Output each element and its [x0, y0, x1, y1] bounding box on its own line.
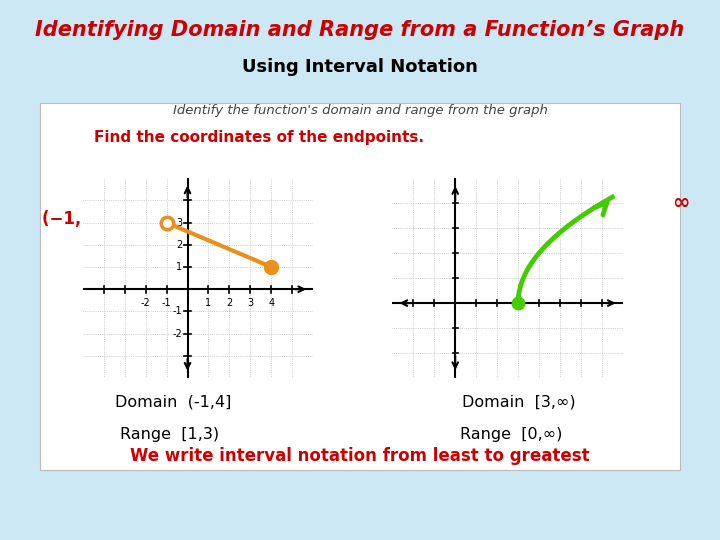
- Text: Domain  [3,∞): Domain [3,∞): [462, 395, 575, 410]
- Text: 3: 3: [176, 218, 182, 227]
- Text: -1: -1: [162, 298, 171, 308]
- Text: 1: 1: [205, 298, 212, 308]
- Text: We write interval notation from least to greatest: We write interval notation from least to…: [130, 447, 590, 465]
- Text: 4: 4: [269, 298, 274, 308]
- Text: Domain  (-1,4]: Domain (-1,4]: [114, 395, 231, 410]
- Text: 2: 2: [226, 298, 233, 308]
- Text: Identifying Domain and Range from a Function’s Graph: Identifying Domain and Range from a Func…: [35, 19, 685, 40]
- FancyBboxPatch shape: [40, 103, 680, 470]
- Text: Identify the function's domain and range from the graph: Identify the function's domain and range…: [173, 104, 547, 117]
- Text: -1: -1: [173, 306, 182, 316]
- Text: (4, 1): (4, 1): [252, 242, 302, 260]
- Text: 3: 3: [247, 298, 253, 308]
- Text: 1: 1: [176, 262, 182, 272]
- Text: -2: -2: [173, 329, 182, 339]
- Text: (−1, 3): (−1, 3): [42, 210, 106, 228]
- Text: -2: -2: [141, 298, 150, 308]
- Text: ∞: ∞: [672, 192, 689, 213]
- Text: (3, 0): (3, 0): [504, 304, 554, 322]
- Text: Range  [0,∞): Range [0,∞): [460, 427, 562, 442]
- Text: 2: 2: [176, 240, 182, 250]
- Text: Using Interval Notation: Using Interval Notation: [242, 58, 478, 77]
- Text: Find the coordinates of the endpoints.: Find the coordinates of the endpoints.: [94, 130, 424, 145]
- Text: Range  [1,3): Range [1,3): [120, 427, 219, 442]
